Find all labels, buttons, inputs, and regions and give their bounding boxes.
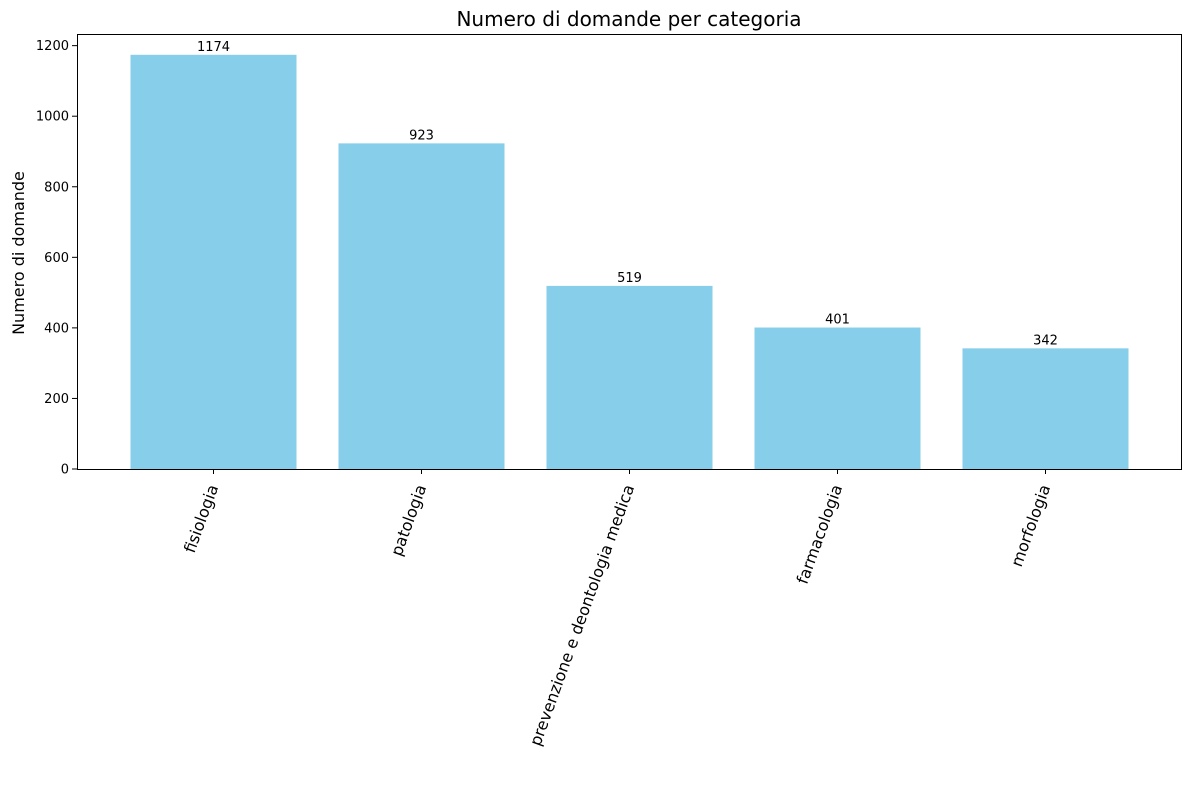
bar-value-label: 1174: [197, 40, 230, 55]
bar-value-label: 519: [617, 271, 642, 286]
y-axis: 0 200 400 600 800 1000 1200: [36, 39, 77, 478]
x-tick-label: morfologia: [1007, 482, 1054, 569]
bar-farmacologia: [754, 327, 921, 469]
y-tick-label: 0: [61, 463, 69, 478]
bars-group: [130, 54, 1129, 469]
plot-frame: [77, 34, 1182, 470]
y-tick-label: 200: [44, 392, 69, 407]
y-tick-label: 800: [44, 180, 69, 195]
bar-patologia: [338, 143, 505, 469]
bar-value-label: 923: [409, 128, 434, 143]
bar-labels-group: 1174 923 519 401 342: [197, 40, 1058, 349]
chart-title: Numero di domande per categoria: [456, 7, 801, 31]
bar-value-label: 401: [825, 313, 850, 328]
bar-morfologia: [962, 348, 1129, 469]
x-tick-label: fisiologia: [180, 482, 222, 555]
y-tick-label: 400: [44, 321, 69, 336]
bar-value-label: 342: [1033, 333, 1058, 348]
x-tick-label: farmacologia: [793, 482, 847, 587]
y-axis-label: Numero di domande: [9, 171, 28, 335]
x-tick-label: prevenzione e deontologia medica: [526, 482, 638, 748]
bar-fisiologia: [130, 54, 297, 469]
y-tick-label: 1000: [36, 110, 69, 125]
x-axis: fisiologia patologia prevenzione e deontol…: [180, 469, 1054, 748]
x-tick-label: patologia: [387, 482, 430, 559]
y-tick-label: 600: [44, 251, 69, 266]
y-tick-label: 1200: [36, 39, 69, 54]
bar-prevenzione-e-deontologia-medica: [546, 285, 713, 469]
